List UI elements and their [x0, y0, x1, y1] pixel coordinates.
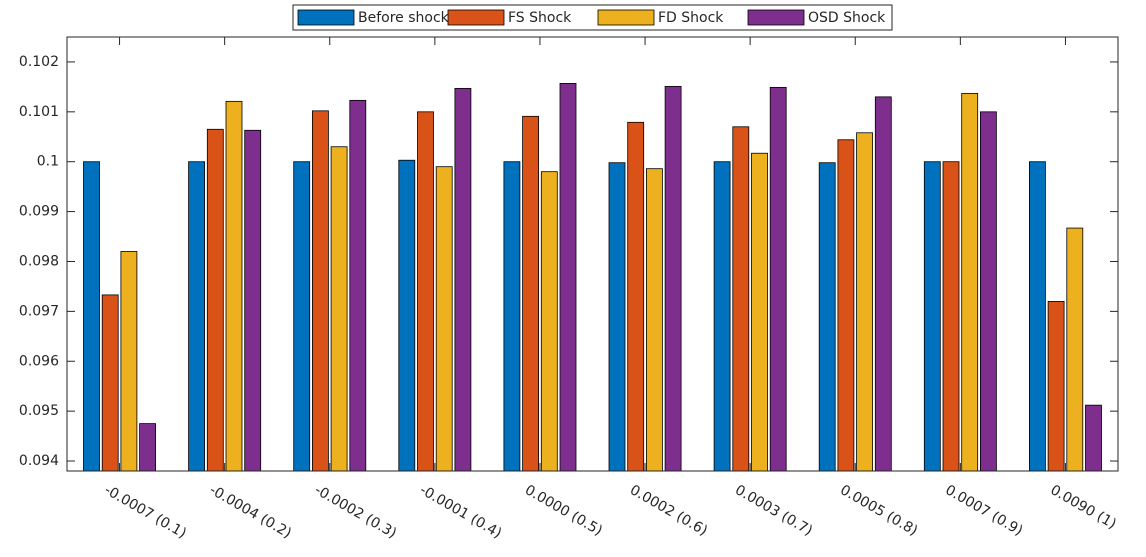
y-tick-label: 0.1 [37, 154, 59, 170]
bar [961, 92, 979, 472]
bar [837, 139, 855, 472]
bar [398, 159, 416, 472]
bar [206, 128, 224, 472]
bar [1047, 300, 1065, 472]
legend-swatch [297, 9, 355, 26]
y-tick-label: 0.096 [19, 353, 59, 369]
bar [818, 162, 836, 472]
y-tick-label: 0.101 [19, 104, 59, 120]
bar [417, 111, 434, 472]
plot-area [67, 37, 1118, 471]
y-tick-label: 0.094 [19, 453, 59, 469]
bar [980, 111, 997, 472]
bar [942, 161, 960, 472]
bar [646, 168, 663, 472]
bar [769, 86, 787, 472]
legend-swatch [597, 9, 655, 26]
bar [559, 82, 577, 472]
legend-swatch [447, 9, 505, 26]
y-tick-label: 0.102 [19, 54, 59, 70]
y-tick-label: 0.097 [19, 303, 59, 319]
bar [83, 161, 100, 472]
bar [330, 146, 348, 472]
bar [139, 423, 157, 472]
bar [435, 166, 453, 472]
y-tick-label: 0.098 [19, 253, 59, 269]
bar [522, 115, 539, 472]
bar [1029, 161, 1046, 472]
bar [664, 85, 682, 472]
bar [732, 126, 750, 472]
bar [608, 162, 626, 472]
bar [627, 121, 645, 472]
bar [349, 99, 367, 472]
axes-box [66, 36, 1119, 472]
bar [856, 132, 873, 472]
bar [503, 161, 521, 472]
bar [540, 171, 558, 472]
bar [225, 100, 243, 472]
bar [311, 110, 329, 472]
legend-label: Before shock [358, 10, 450, 26]
bar [713, 161, 731, 472]
bar [120, 251, 138, 472]
bar [1085, 404, 1102, 472]
bar [454, 87, 472, 472]
legend-label: FD Shock [658, 10, 724, 26]
legend-swatch [747, 9, 805, 26]
bar [293, 161, 311, 472]
bar [923, 161, 941, 472]
bar [874, 96, 892, 472]
legend-label: OSD Shock [808, 10, 886, 26]
bar [244, 129, 262, 472]
bar [751, 152, 768, 472]
bar [101, 294, 119, 472]
y-tick-label: 0.095 [19, 403, 59, 419]
legend-label: FS Shock [508, 10, 572, 26]
bar [1066, 227, 1084, 472]
bar [188, 161, 206, 472]
y-tick-label: 0.099 [19, 204, 59, 220]
